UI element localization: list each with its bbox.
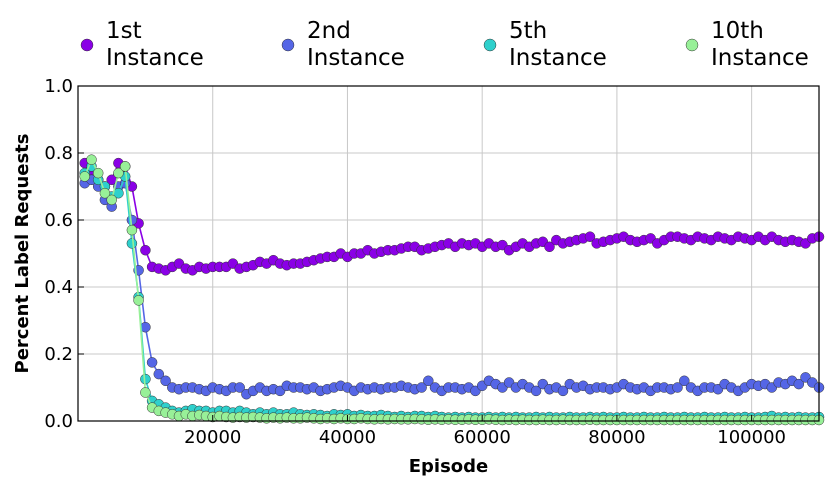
legend-entry: 5th Instance bbox=[483, 18, 607, 71]
series-line bbox=[84, 165, 820, 419]
x-tick-label: 100000 bbox=[717, 427, 786, 448]
legend-label: 1st Instance bbox=[106, 18, 204, 71]
legend-label: 5th Instance bbox=[509, 18, 607, 71]
series-line bbox=[84, 162, 820, 272]
legend-entry: 1st Instance bbox=[80, 18, 204, 71]
data-point bbox=[679, 375, 690, 387]
legend-marker bbox=[80, 38, 94, 52]
legend-entry: 10th Instance bbox=[685, 18, 809, 71]
x-tick-label: 20000 bbox=[184, 427, 241, 448]
legend-marker bbox=[685, 38, 699, 52]
x-tick-label: 40000 bbox=[319, 427, 376, 448]
y-tick-label: 0.2 bbox=[44, 344, 73, 365]
y-tick-label: 0.6 bbox=[44, 210, 73, 231]
y-tick-label: 0.0 bbox=[44, 411, 73, 432]
series-layer bbox=[79, 154, 825, 426]
data-point bbox=[584, 231, 596, 242]
data-point bbox=[146, 357, 158, 368]
data-point bbox=[672, 382, 683, 393]
legend-entry: 2nd Instance bbox=[281, 18, 405, 71]
data-point bbox=[113, 167, 124, 179]
x-axis-title: Episode bbox=[409, 456, 489, 477]
data-point bbox=[133, 295, 144, 306]
series-1 bbox=[79, 157, 825, 276]
y-tick-label: 0.4 bbox=[44, 277, 73, 298]
data-point bbox=[86, 154, 97, 165]
data-point bbox=[234, 382, 245, 393]
series-line bbox=[83, 157, 819, 421]
axis-ticks: 20000 40000 60000 80000 100000 0.0 0.2 0.4 0.6 0.… bbox=[44, 76, 786, 448]
data-point bbox=[557, 385, 569, 397]
data-point bbox=[530, 385, 542, 397]
data-point bbox=[423, 375, 434, 387]
data-point bbox=[126, 224, 138, 236]
data-point bbox=[140, 387, 151, 398]
data-point bbox=[99, 187, 111, 199]
legend-marker bbox=[483, 38, 497, 52]
x-tick-label: 80000 bbox=[588, 427, 645, 448]
data-point bbox=[106, 194, 117, 206]
data-point bbox=[544, 241, 555, 253]
data-point bbox=[140, 244, 151, 256]
data-point bbox=[416, 382, 427, 393]
x-tick-label: 60000 bbox=[454, 427, 511, 448]
y-axis-title: Percent Label Requests bbox=[12, 134, 33, 374]
data-point bbox=[160, 375, 171, 387]
data-point bbox=[92, 167, 104, 179]
y-tick-label: 0.8 bbox=[44, 143, 73, 164]
grid-lines bbox=[78, 86, 819, 421]
plot-frame bbox=[77, 85, 820, 422]
data-point bbox=[126, 238, 138, 249]
y-tick-label: 1.0 bbox=[44, 76, 73, 97]
legend-label: 10th Instance bbox=[711, 18, 809, 71]
legend: 1st Instance 2nd Instance 5th Instance 10th Ins… bbox=[80, 18, 809, 71]
data-point bbox=[119, 161, 131, 172]
data-point bbox=[153, 368, 165, 380]
legend-label: 2nd Instance bbox=[307, 18, 405, 71]
data-point bbox=[79, 171, 90, 182]
data-point bbox=[793, 378, 805, 390]
legend-marker bbox=[281, 38, 295, 52]
